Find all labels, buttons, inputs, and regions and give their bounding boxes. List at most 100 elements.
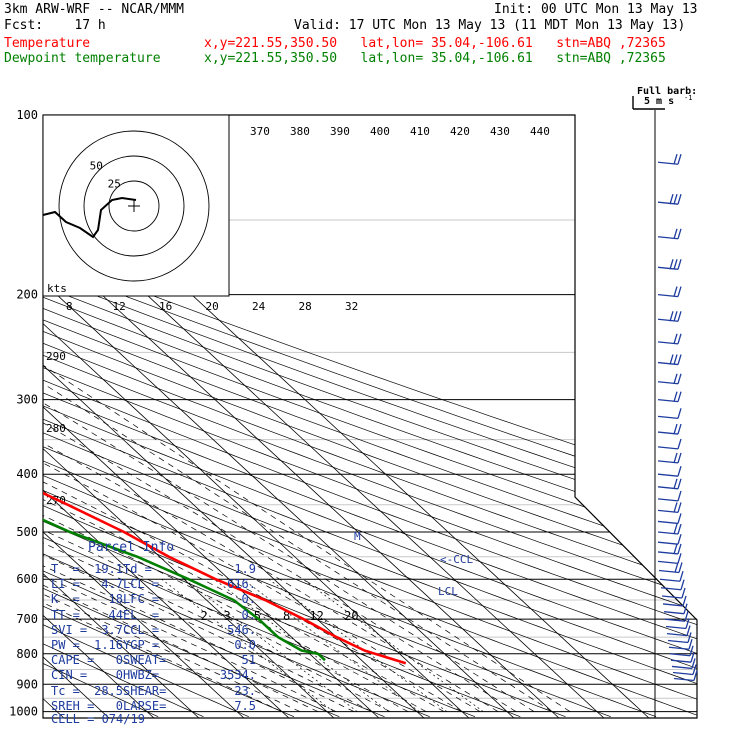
isotherm-line: [43, 115, 335, 718]
wind-barb-flag: [687, 632, 692, 643]
parcel-field-label: SREH =: [51, 698, 95, 713]
wind-barbs: [657, 154, 698, 682]
wind-barb: [657, 560, 679, 565]
parcel-field-value: 51: [241, 653, 256, 668]
barb-legend-title: Full barb:: [637, 86, 697, 97]
wind-barb-flag: [677, 408, 682, 419]
wind-barb-flag: [677, 154, 682, 165]
mixing-ratio-label: 12: [309, 609, 323, 623]
dry-adiabat: [43, 115, 611, 718]
dry-adiabat: [43, 115, 697, 718]
mixing-ratio-line: [268, 578, 448, 712]
parcel-info-title: Parcel Info: [88, 540, 175, 555]
wind-barb-flag: [673, 311, 678, 322]
wind-barb-flag: [677, 193, 682, 205]
forecast-hour: Fcst: 17 h: [4, 18, 106, 33]
wind-barb-flag: [677, 333, 682, 345]
mixing-ratio-label: 2: [201, 609, 208, 623]
wind-barb-flag: [673, 259, 678, 270]
mixing-ratio-line: [302, 578, 484, 712]
dry-adiabat: [43, 115, 697, 718]
wind-barb-flag: [677, 438, 682, 450]
wind-barb-flag: [669, 311, 674, 322]
dry-adiabat: [43, 115, 566, 718]
wind-barb: [667, 639, 689, 644]
parcel-field-label: LCL =: [123, 577, 160, 592]
wind-barb: [657, 446, 679, 450]
init-time: Init: 00 UTC Mon 13 May 13: [494, 2, 698, 17]
parcel-field-label: SVI =: [51, 622, 88, 637]
dewpoint-legend-label: Dewpoint temperature: [4, 51, 161, 66]
dry-adiabat: [43, 115, 697, 718]
wind-barb-flag: [685, 618, 690, 629]
wind-barb-flag: [677, 533, 682, 545]
theta-tick-label: 390: [330, 125, 350, 138]
theta-tick-label-left: 280: [46, 422, 66, 435]
moist-adiabat: [43, 294, 427, 712]
parcel-field-value: 7.5: [234, 698, 256, 713]
dry-adiabat: [43, 115, 657, 718]
frame-outline: [42, 114, 698, 719]
parcel-field-value: 18: [108, 592, 123, 607]
mixing-ratio-line: [242, 578, 420, 712]
hodograph-border: [42, 114, 230, 297]
dry-adiabat: [43, 115, 295, 718]
dry-adiabat: [43, 115, 385, 718]
mixing-ratio-label: 20: [344, 609, 358, 623]
wind-barb-flag: [677, 502, 682, 513]
wind-barb-flag: [677, 523, 682, 535]
wind-barb-flag: [674, 562, 679, 573]
parcel-field-value: 28.5: [94, 683, 123, 698]
moist-adiabat: [43, 294, 517, 712]
barb-legend-value: 5 m s: [644, 96, 674, 107]
dry-adiabat: [43, 115, 430, 718]
wind-barb: [657, 415, 679, 420]
wind-barb-flag: [677, 373, 682, 384]
parcel-field-value: 4.7: [101, 577, 123, 592]
wind-barb-flag: [677, 354, 682, 365]
pressure-tick-label: 600: [16, 572, 38, 586]
ccl-label: <-CCL: [440, 553, 473, 566]
temperature-legend-label: Temperature: [4, 36, 91, 51]
theta-tick-label-left: 290: [46, 350, 66, 363]
wind-barb: [669, 653, 691, 657]
hodograph: 25 50: [42, 114, 230, 297]
mixing-ratio-label: 3: [223, 609, 230, 623]
wind-barb: [666, 632, 688, 637]
wind-barb-flag: [673, 154, 678, 165]
parcel-field-label: LI =: [51, 577, 80, 592]
dry-adiabat: [43, 115, 204, 718]
parcel-field-value: 0.: [241, 592, 256, 607]
moist-adiabat: [43, 294, 283, 712]
parcel-field-value: 1.16: [94, 638, 123, 652]
mixing-ratio-line: [184, 578, 358, 712]
wind-barb-flag: [673, 373, 678, 384]
kts-tick-label: 20: [206, 300, 219, 313]
parcel-field-label: SWEAT=: [123, 653, 167, 668]
theta-tick-label: 440: [530, 125, 550, 138]
dry-adiabat: [43, 115, 697, 718]
wind-barb: [657, 520, 679, 525]
mixing-ratio-label: 8: [283, 609, 290, 623]
mixing-ratio-line: [213, 578, 389, 712]
parcel-field-label: EL =: [123, 607, 160, 622]
parcel-field-value: 1.9: [234, 562, 256, 576]
theta-tick-label: 430: [490, 125, 510, 138]
wind-barb-flag: [688, 639, 693, 650]
dry-adiabat: [43, 115, 697, 718]
kts-tick-label: 16: [159, 300, 172, 313]
dewpoint-legend-info: x,y=221.55,350.50 lat,lon= 35.04,-106.61…: [204, 51, 666, 66]
wind-barb: [668, 646, 690, 650]
dry-adiabat: [43, 115, 697, 718]
dry-adiabat: [43, 115, 697, 718]
dewpoint-line: [43, 115, 326, 662]
pressure-tick-label: 900: [16, 677, 38, 691]
parcel-field-label: CAPE =: [51, 653, 95, 668]
wind-barb-flag: [673, 452, 678, 464]
wind-barb-flag: [677, 311, 682, 322]
wind-barb: [660, 587, 682, 591]
chart-labels: 1002003004005006007008009001000-80-70-60…: [9, 108, 550, 719]
pressure-tick-label: 500: [16, 525, 38, 539]
wind-barb-flag: [673, 423, 678, 435]
barb-legend-exponent: -1: [684, 94, 692, 102]
